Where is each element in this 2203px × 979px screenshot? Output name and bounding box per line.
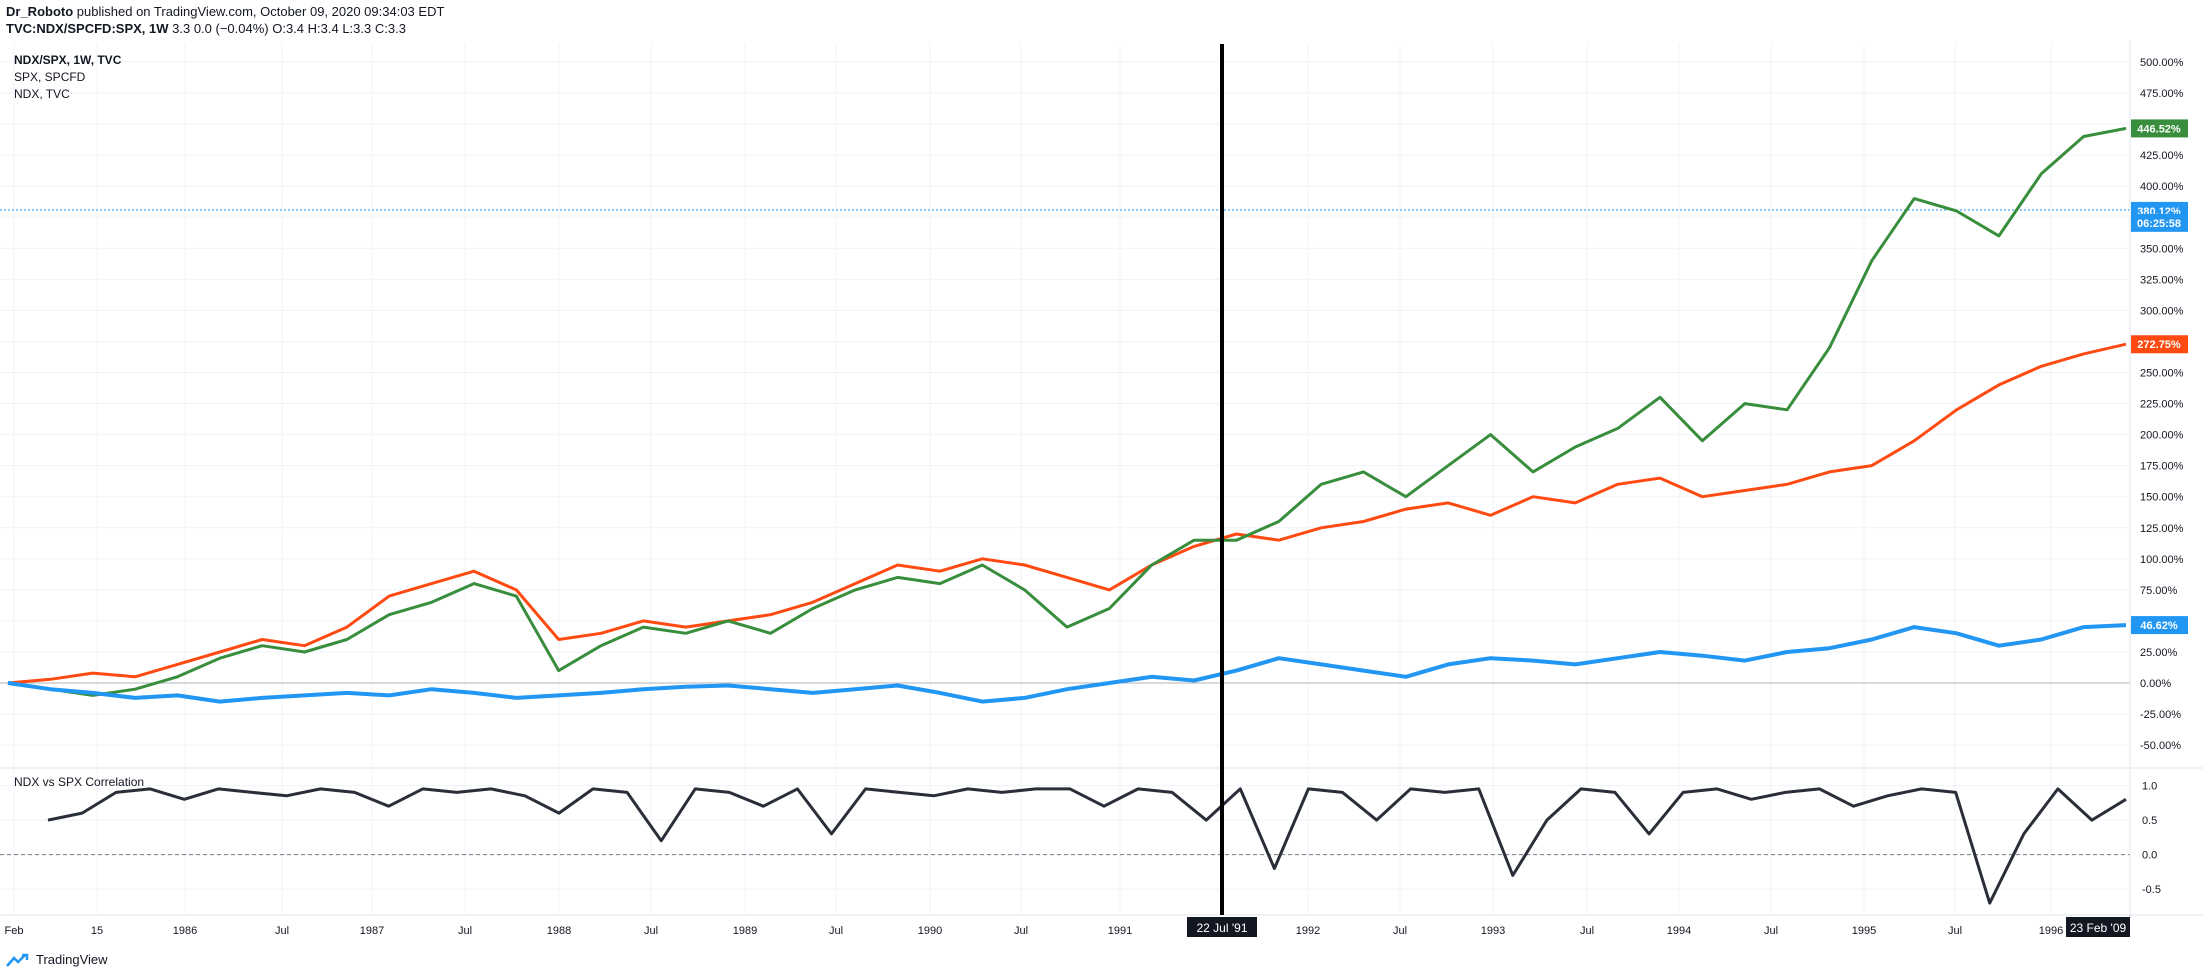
indicator-label[interactable]: NDX vs SPX Correlation bbox=[14, 775, 145, 789]
time-tick-label: Jul bbox=[1014, 925, 1028, 937]
price-tick-label: 300.00% bbox=[2140, 305, 2184, 317]
svg-text:446.52%: 446.52% bbox=[2137, 123, 2181, 135]
price-tick-label: -50.00% bbox=[2140, 740, 2181, 752]
time-tick-label: Jul bbox=[829, 925, 843, 937]
time-tick-label: 1987 bbox=[360, 925, 384, 937]
time-tick-label: Jul bbox=[1393, 925, 1407, 937]
tradingview-brand[interactable]: TradingView bbox=[6, 952, 108, 967]
time-tick-label: 1993 bbox=[1481, 925, 1505, 937]
time-tick-label: 1995 bbox=[1852, 925, 1876, 937]
time-tick-label: 1996 bbox=[2039, 925, 2063, 937]
time-tick-label: 1988 bbox=[547, 925, 571, 937]
corr-grid bbox=[0, 784, 2130, 890]
price-tick-label: -25.00% bbox=[2140, 709, 2181, 721]
time-tick-label: 1991 bbox=[1108, 925, 1132, 937]
price-tick-label: 25.00% bbox=[2140, 647, 2178, 659]
time-tick-label: Jul bbox=[1764, 925, 1778, 937]
legend-main[interactable]: NDX/SPX, 1W, TVC bbox=[14, 53, 122, 67]
publish-header: Dr_Roboto published on TradingView.com, … bbox=[6, 4, 444, 19]
brand-name: TradingView bbox=[36, 952, 108, 967]
grid bbox=[0, 44, 2130, 915]
time-tick-label: 1990 bbox=[918, 925, 942, 937]
svg-text:06:25:58: 06:25:58 bbox=[2137, 218, 2181, 230]
tradingview-logo-icon bbox=[6, 953, 29, 967]
time-tick-label: Jul bbox=[275, 925, 289, 937]
time-tick-label: 1986 bbox=[173, 925, 197, 937]
price-tick-label: 425.00% bbox=[2140, 150, 2184, 162]
time-axis: Feb 15 1986 Jul 1987 Jul 1988 Jul 1989 Jul 1990 Jul… bbox=[5, 917, 2130, 937]
corr-tick-label: -0.5 bbox=[2142, 884, 2161, 896]
svg-text:22 Jul '91: 22 Jul '91 bbox=[1197, 921, 1248, 935]
price-tick-label: 325.00% bbox=[2140, 274, 2184, 286]
series-line[interactable] bbox=[7, 342, 2127, 685]
price-tick-label: 0.00% bbox=[2140, 678, 2171, 690]
time-tick-label: Jul bbox=[1948, 925, 1962, 937]
price-tick-label: 500.00% bbox=[2140, 57, 2184, 69]
series-line[interactable] bbox=[7, 126, 2127, 697]
ohlc-values: 3.3 0.0 (−0.04%) O:3.4 H:3.4 L:3.3 C:3.3 bbox=[172, 21, 406, 36]
price-tick-label: 225.00% bbox=[2140, 399, 2184, 411]
symbol-header: TVC:NDX/SPCFD:SPX, 1W 3.3 0.0 (−0.04%) O… bbox=[6, 21, 406, 36]
time-tick-label: 1994 bbox=[1667, 925, 1691, 937]
price-tick-label: 400.00% bbox=[2140, 181, 2184, 193]
corr-tick-label: 0.5 bbox=[2142, 815, 2157, 827]
price-tick-label: 350.00% bbox=[2140, 243, 2184, 255]
series-line[interactable] bbox=[7, 623, 2127, 704]
correlation-axis: 1.0 0.5 0.0 -0.5 bbox=[2142, 780, 2161, 896]
last-time-label: 23 Feb '09 bbox=[2066, 917, 2130, 937]
corr-tick-label: 1.0 bbox=[2142, 780, 2157, 792]
time-tick-label: Jul bbox=[458, 925, 472, 937]
price-tick-label: 475.00% bbox=[2140, 88, 2184, 100]
price-badge: 46.62% bbox=[2131, 616, 2188, 635]
time-tick-label: 15 bbox=[91, 925, 103, 937]
crosshair-time-label: 22 Jul '91 bbox=[1187, 917, 1257, 937]
svg-text:272.75%: 272.75% bbox=[2137, 339, 2181, 351]
svg-text:23 Feb '09: 23 Feb '09 bbox=[2070, 921, 2127, 935]
price-tick-label: 125.00% bbox=[2140, 523, 2184, 535]
price-tick-label: 200.00% bbox=[2140, 430, 2184, 442]
price-axis: 500.00%475.00%450.00%425.00%400.00%375.0… bbox=[2140, 57, 2184, 752]
symbol-label: TVC:NDX/SPCFD:SPX, 1W bbox=[6, 21, 169, 36]
published-text: published on TradingView.com, October 09… bbox=[76, 4, 445, 19]
svg-text:46.62%: 46.62% bbox=[2140, 620, 2178, 632]
price-badge: 06:25:58 bbox=[2131, 213, 2188, 232]
corr-tick-label: 0.0 bbox=[2142, 850, 2157, 862]
time-tick-label: Jul bbox=[1580, 925, 1594, 937]
series-group bbox=[7, 126, 2127, 905]
time-tick-label: Feb bbox=[5, 925, 24, 937]
time-tick-label: 1992 bbox=[1296, 925, 1320, 937]
price-badge: 446.52% bbox=[2131, 119, 2188, 138]
legend-ndx[interactable]: NDX, TVC bbox=[14, 87, 70, 101]
price-tick-label: 150.00% bbox=[2140, 492, 2184, 504]
price-tick-label: 75.00% bbox=[2140, 585, 2178, 597]
author-name[interactable]: Dr_Roboto bbox=[6, 4, 74, 19]
price-badge: 272.75% bbox=[2131, 335, 2188, 354]
time-tick-label: Jul bbox=[644, 925, 658, 937]
legend-spx[interactable]: SPX, SPCFD bbox=[14, 70, 86, 84]
price-tick-label: 250.00% bbox=[2140, 368, 2184, 380]
correlation-line[interactable] bbox=[47, 787, 2127, 905]
price-tick-label: 175.00% bbox=[2140, 461, 2184, 473]
price-tick-label: 100.00% bbox=[2140, 554, 2184, 566]
time-tick-label: 1989 bbox=[733, 925, 757, 937]
